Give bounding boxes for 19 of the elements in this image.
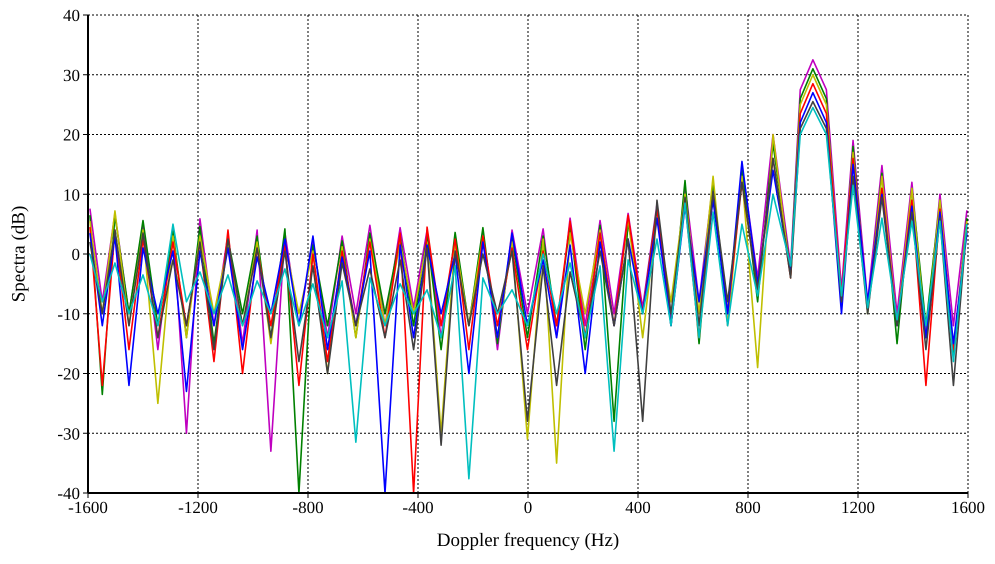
x-tick-label: 1200 — [841, 498, 875, 518]
x-tick-label: -800 — [292, 498, 324, 518]
x-tick-label: 0 — [524, 498, 532, 518]
y-tick-label: -30 — [57, 424, 80, 444]
y-tick-label: 30 — [63, 66, 80, 85]
x-tick-label: -1600 — [68, 498, 108, 518]
y-tick-label: -10 — [57, 304, 80, 324]
x-tick-label: -400 — [402, 498, 434, 518]
y-tick-label: 40 — [63, 6, 80, 26]
x-tick-label: -1200 — [178, 498, 218, 518]
y-tick-label: -20 — [57, 364, 80, 384]
x-axis-title: Doppler frequency (Hz) — [436, 530, 620, 551]
y-tick-label: 20 — [63, 126, 80, 145]
y-axis-title: Spectra (dB) — [8, 206, 30, 302]
x-tick-label: 400 — [625, 498, 651, 518]
x-tick-label: 800 — [735, 498, 761, 518]
y-tick-label: 0 — [72, 245, 80, 264]
y-tick-label: 10 — [63, 185, 80, 204]
x-tick-label: 1600 — [951, 498, 985, 518]
